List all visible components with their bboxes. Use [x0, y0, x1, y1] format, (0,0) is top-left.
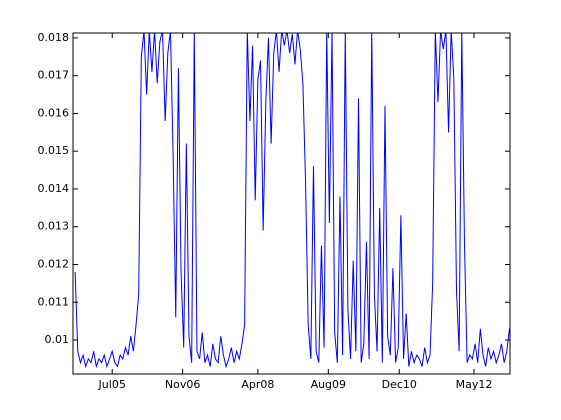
y-tick-label: 0.015	[38, 144, 70, 157]
axes-box	[72, 32, 511, 375]
y-tick-label: 0.018	[38, 31, 70, 44]
y-tick-label: 0.011	[38, 295, 70, 308]
data-line	[74, 33, 510, 369]
plot-area	[73, 33, 510, 374]
y-tick-label: 0.017	[38, 69, 70, 82]
y-tick-label: 0.01	[45, 333, 70, 346]
x-tick-label: Dec10	[382, 378, 417, 391]
x-tick-label: Nov06	[165, 378, 200, 391]
y-tick-label: 0.012	[38, 257, 70, 270]
x-tick-label: May12	[456, 378, 493, 391]
y-tick-label: 0.013	[38, 220, 70, 233]
y-tick-label: 0.014	[38, 182, 70, 195]
x-tick-label: Aug09	[311, 378, 346, 391]
y-tick-label: 0.016	[38, 106, 70, 119]
x-tick-label: Apr08	[241, 378, 274, 391]
x-tick-label: Jul05	[98, 378, 126, 391]
